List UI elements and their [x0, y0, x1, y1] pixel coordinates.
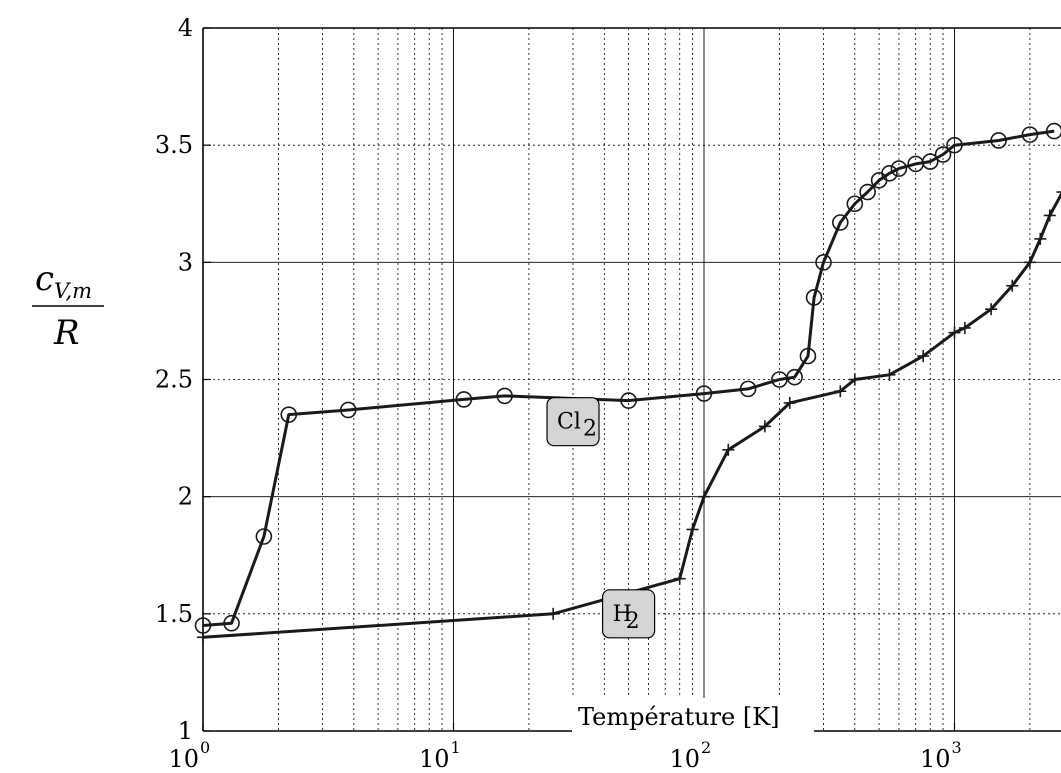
- data-point: [255, 528, 273, 545]
- series-label-subscript: 2: [626, 609, 640, 634]
- data-point: [815, 254, 832, 271]
- series-label-box: [601, 589, 656, 639]
- y-tick-label: 2.5: [155, 366, 193, 394]
- x-axis-label: Température [K]: [572, 698, 814, 732]
- data-point: [673, 572, 686, 585]
- data-point: [783, 396, 796, 409]
- data-point: [496, 387, 513, 405]
- data-point: [990, 132, 1007, 149]
- data-point: [946, 136, 963, 154]
- data-point: [695, 385, 713, 402]
- x-tick-label: 10: [168, 745, 199, 773]
- data-point: [881, 164, 898, 182]
- data-point: [758, 420, 771, 433]
- data-point: [848, 373, 861, 386]
- data-point: [620, 392, 637, 409]
- x-tick-label: 10: [920, 745, 951, 773]
- x-label: Température [K]: [578, 703, 780, 731]
- x-tick-exponent: 1: [451, 738, 461, 757]
- y-tick-label: 4: [178, 14, 193, 42]
- data-point: [686, 523, 699, 536]
- series-line: [202, 191, 1061, 639]
- data-point: [805, 289, 823, 306]
- data-point: [280, 406, 298, 423]
- y-tick-label: 1: [178, 717, 193, 745]
- data-point: [958, 321, 971, 334]
- data-point: [846, 195, 864, 213]
- data-point: [223, 614, 240, 632]
- data-point: [739, 380, 757, 398]
- data-point: [1043, 209, 1056, 222]
- series-label-box: [546, 397, 600, 447]
- y-tick-label: 1.5: [155, 600, 193, 628]
- data-point: [890, 160, 908, 177]
- y-axis-label: c V,m R: [32, 259, 104, 353]
- data-point: [1021, 126, 1039, 143]
- data-point: [921, 153, 939, 170]
- data-point: [883, 368, 896, 381]
- y-label-subscript: V,m: [54, 279, 92, 303]
- x-tick-label: 10: [419, 745, 450, 773]
- data-point: [1056, 191, 1061, 193]
- data-point: [799, 347, 817, 365]
- data-point: [859, 183, 876, 201]
- data-point: [948, 326, 961, 339]
- series-cl2: [194, 122, 1061, 634]
- x-tick-label: 10: [669, 745, 700, 773]
- x-tick-exponent: 3: [952, 738, 962, 757]
- data-point: [917, 350, 930, 363]
- data-point: [1045, 122, 1061, 140]
- data-point: [698, 490, 710, 503]
- y-label-numerator: c: [35, 259, 54, 299]
- data-point: [786, 368, 803, 386]
- series-label-name: Cl: [557, 410, 581, 435]
- data-point: [547, 607, 560, 620]
- data-point: [1034, 232, 1047, 245]
- y-label-denominator: R: [53, 313, 80, 353]
- series-label-cl2: Cl 2: [546, 397, 600, 447]
- series-label-subscript: 2: [583, 417, 597, 442]
- series-label-h2: H2: [601, 589, 656, 639]
- data-point: [455, 391, 473, 408]
- data-point: [985, 303, 998, 316]
- data-point: [197, 631, 209, 644]
- x-tick-exponent: 0: [200, 738, 210, 757]
- data-point: [934, 146, 952, 163]
- data-point: [339, 401, 357, 419]
- x-tick-exponent: 2: [701, 738, 711, 757]
- x-label-background: [572, 698, 814, 732]
- y-tick-label: 3: [178, 248, 193, 276]
- series-label-name: H: [613, 602, 632, 627]
- data-point: [1023, 256, 1036, 269]
- y-tick-label: 3.5: [155, 131, 193, 159]
- data-point: [834, 385, 847, 398]
- series-h2: [197, 191, 1061, 644]
- series-labels: Cl 2H2: [546, 397, 656, 639]
- y-tick-label: 2: [178, 483, 193, 511]
- series-layer: [194, 122, 1061, 644]
- data-point: [722, 443, 735, 456]
- data-point: [1006, 279, 1019, 292]
- data-point: [831, 214, 849, 231]
